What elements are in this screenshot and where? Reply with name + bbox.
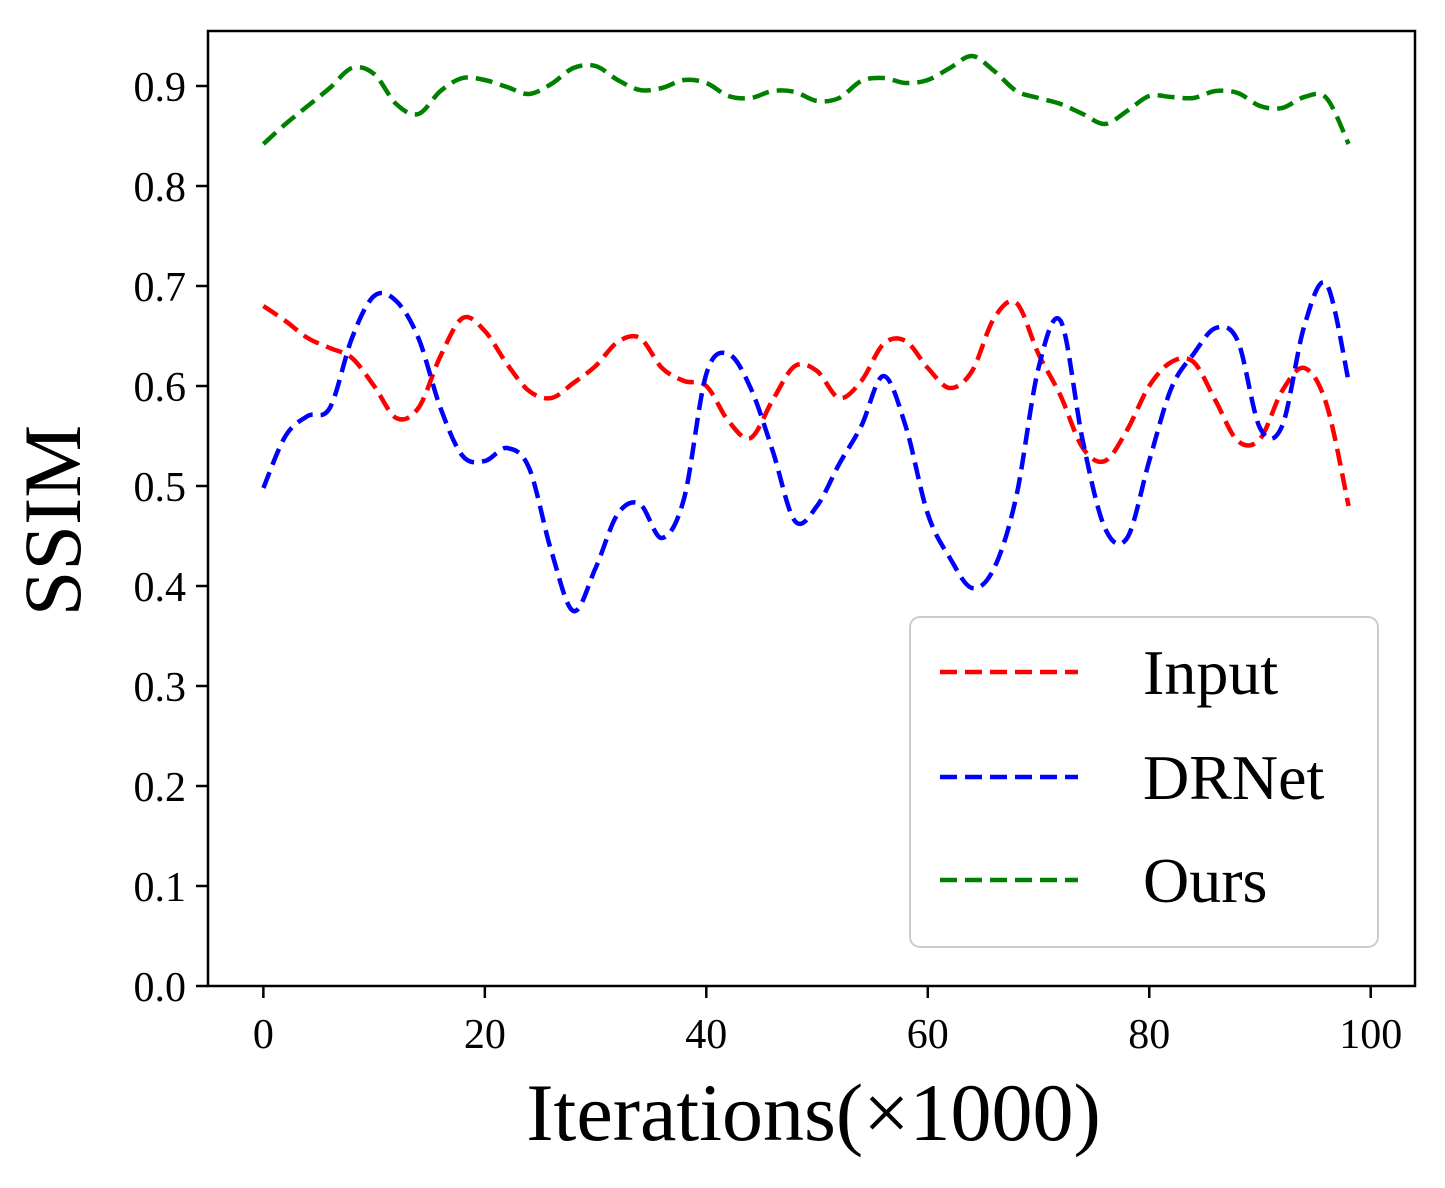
y-tick-label: 0.5	[134, 465, 187, 511]
y-axis-title: SSIM	[7, 425, 98, 616]
y-tick-label: 0.4	[134, 565, 187, 611]
x-axis-title: Iterations(×1000)	[526, 1067, 1101, 1158]
x-tick-label: 20	[464, 1012, 506, 1058]
series-layer	[261, 53, 1351, 614]
x-tick-label: 60	[907, 1012, 949, 1058]
y-tick-label: 0.0	[134, 965, 187, 1011]
x-axis: 0 20 40 60 80 100	[253, 986, 1402, 1058]
y-tick-label: 0.8	[134, 165, 187, 211]
series-line-drnet	[261, 279, 1351, 614]
legend-box	[909, 616, 1379, 948]
y-tick-label: 0.6	[134, 365, 187, 411]
x-tick-label: 80	[1128, 1012, 1170, 1058]
x-tick-label: 100	[1339, 1012, 1402, 1058]
y-tick-label: 0.7	[134, 265, 187, 311]
legend: Input DRNet Ours	[909, 616, 1379, 948]
y-tick-label: 0.9	[134, 65, 187, 111]
legend-label-drnet: DRNet	[1143, 742, 1325, 813]
legend-label-input: Input	[1143, 637, 1278, 708]
x-tick-label: 40	[685, 1012, 727, 1058]
legend-label-ours: Ours	[1143, 845, 1267, 916]
y-tick-label: 0.1	[134, 865, 187, 911]
y-axis: 0.0 0.1 0.2 0.3 0.4 0.5 0.6 0.7 0.8 0.9	[134, 65, 208, 1011]
y-tick-label: 0.3	[134, 665, 187, 711]
series-line-ours	[261, 53, 1351, 146]
y-tick-label: 0.2	[134, 765, 187, 811]
x-tick-label: 0	[253, 1012, 274, 1058]
series-line-input	[262, 298, 1351, 507]
plot-area-frame	[206, 29, 1417, 988]
